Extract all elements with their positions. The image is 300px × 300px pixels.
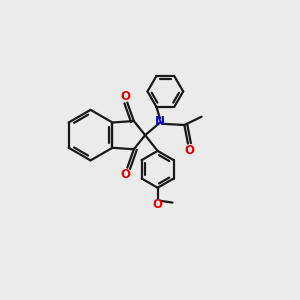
Text: O: O [184, 143, 194, 157]
Text: O: O [120, 90, 130, 103]
Text: N: N [155, 115, 165, 128]
Text: O: O [120, 168, 130, 181]
Text: O: O [153, 198, 163, 211]
